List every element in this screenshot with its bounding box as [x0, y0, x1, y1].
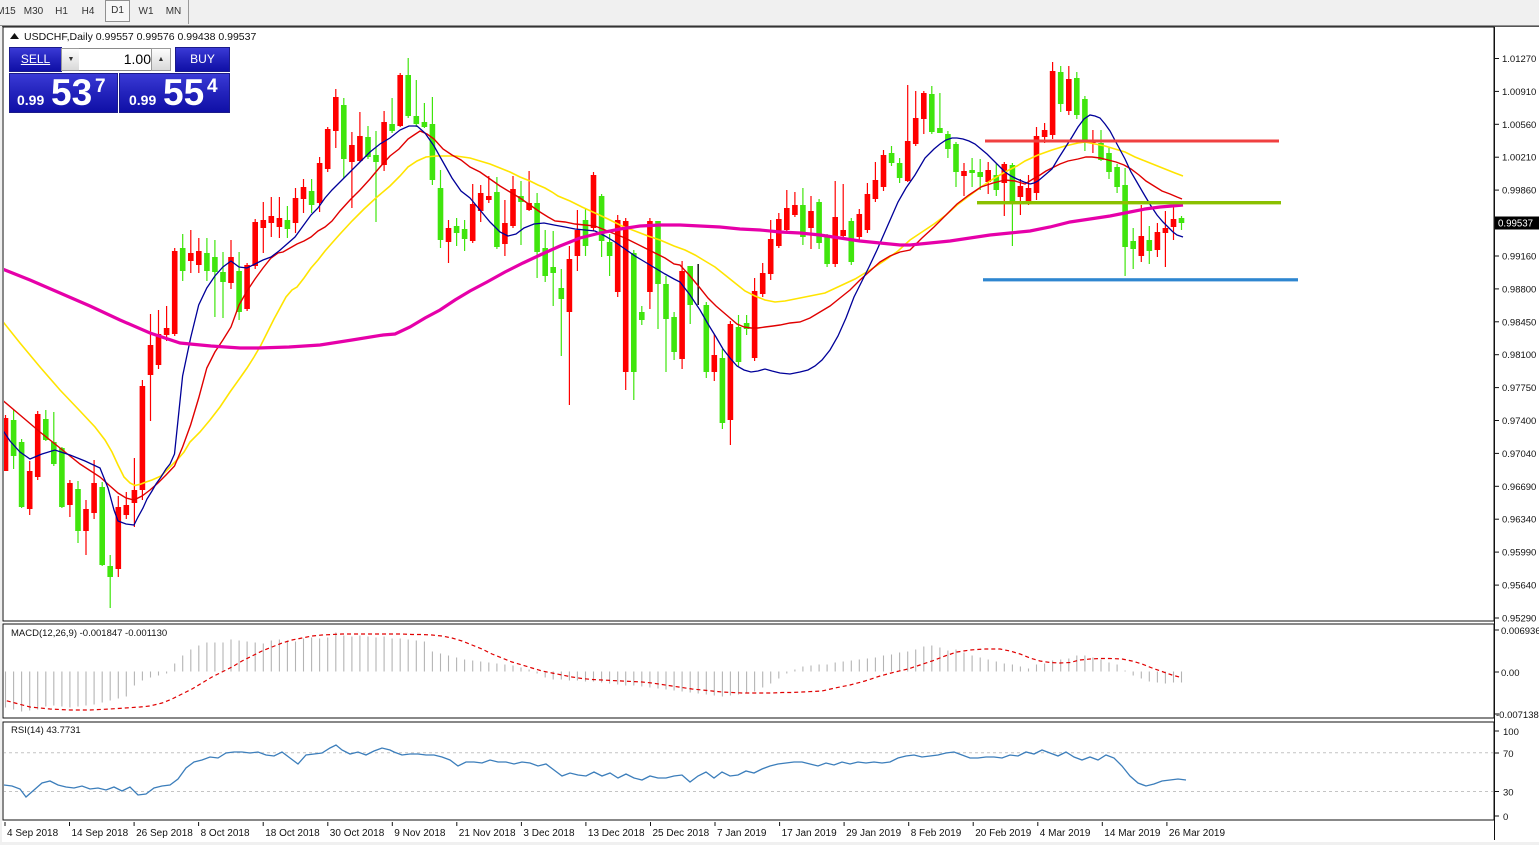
svg-text:0.99537: 0.99537 — [1498, 219, 1533, 230]
svg-text:30: 30 — [1503, 788, 1514, 799]
svg-text:14 Sep 2018: 14 Sep 2018 — [72, 828, 129, 839]
svg-text:9 Nov 2018: 9 Nov 2018 — [394, 828, 446, 839]
svg-text:0.00: 0.00 — [1501, 668, 1520, 679]
svg-text:25 Dec 2018: 25 Dec 2018 — [653, 828, 710, 839]
svg-text:0.96340: 0.96340 — [1502, 515, 1536, 526]
svg-text:0.97400: 0.97400 — [1502, 416, 1536, 427]
svg-text:USDCHF,Daily 0.99557 0.99576: USDCHF,Daily 0.99557 0.99576 0.99438 0.9… — [24, 31, 256, 43]
svg-text:0: 0 — [1503, 812, 1508, 823]
svg-text:100: 100 — [1503, 727, 1519, 738]
svg-text:18 Oct 2018: 18 Oct 2018 — [265, 828, 320, 839]
svg-text:30 Oct 2018: 30 Oct 2018 — [330, 828, 385, 839]
svg-text:13 Dec 2018: 13 Dec 2018 — [588, 828, 645, 839]
svg-text:8 Oct 2018: 8 Oct 2018 — [201, 828, 250, 839]
svg-text:4 Mar 2019: 4 Mar 2019 — [1040, 828, 1091, 839]
svg-text:1.00910: 1.00910 — [1502, 87, 1536, 98]
svg-text:MACD(12,26,9) -0.001847 -0.001: MACD(12,26,9) -0.001847 -0.001130 — [11, 628, 167, 639]
svg-text:14 Mar 2019: 14 Mar 2019 — [1104, 828, 1161, 839]
svg-text:1.01270: 1.01270 — [1502, 54, 1536, 65]
svg-text:0.97750: 0.97750 — [1502, 383, 1536, 394]
svg-text:0.95290: 0.95290 — [1502, 614, 1536, 625]
svg-text:0.99860: 0.99860 — [1502, 186, 1536, 197]
svg-text:0.97040: 0.97040 — [1502, 449, 1536, 460]
svg-text:7 Jan 2019: 7 Jan 2019 — [717, 828, 767, 839]
svg-text:21 Nov 2018: 21 Nov 2018 — [459, 828, 516, 839]
svg-text:17 Jan 2019: 17 Jan 2019 — [782, 828, 837, 839]
svg-text:-0.007138: -0.007138 — [1496, 710, 1539, 721]
svg-text:0.95640: 0.95640 — [1502, 581, 1536, 592]
svg-text:1.00210: 1.00210 — [1502, 153, 1536, 164]
svg-text:0.96690: 0.96690 — [1502, 482, 1536, 493]
svg-text:70: 70 — [1503, 749, 1514, 760]
svg-text:RSI(14) 43.7731: RSI(14) 43.7731 — [11, 725, 81, 736]
svg-text:0.95990: 0.95990 — [1502, 548, 1536, 559]
svg-text:4 Sep 2018: 4 Sep 2018 — [7, 828, 59, 839]
svg-text:20 Feb 2019: 20 Feb 2019 — [975, 828, 1032, 839]
svg-text:26 Mar 2019: 26 Mar 2019 — [1169, 828, 1226, 839]
svg-text:3 Dec 2018: 3 Dec 2018 — [523, 828, 575, 839]
svg-text:29 Jan 2019: 29 Jan 2019 — [846, 828, 901, 839]
svg-text:1.00560: 1.00560 — [1502, 120, 1536, 131]
svg-text:0.006936: 0.006936 — [1501, 626, 1539, 637]
svg-text:26 Sep 2018: 26 Sep 2018 — [136, 828, 193, 839]
svg-text:0.99160: 0.99160 — [1502, 252, 1536, 263]
svg-text:0.98450: 0.98450 — [1502, 317, 1536, 328]
svg-text:8 Feb 2019: 8 Feb 2019 — [911, 828, 962, 839]
svg-text:0.98800: 0.98800 — [1502, 284, 1536, 295]
svg-text:0.98100: 0.98100 — [1502, 350, 1536, 361]
